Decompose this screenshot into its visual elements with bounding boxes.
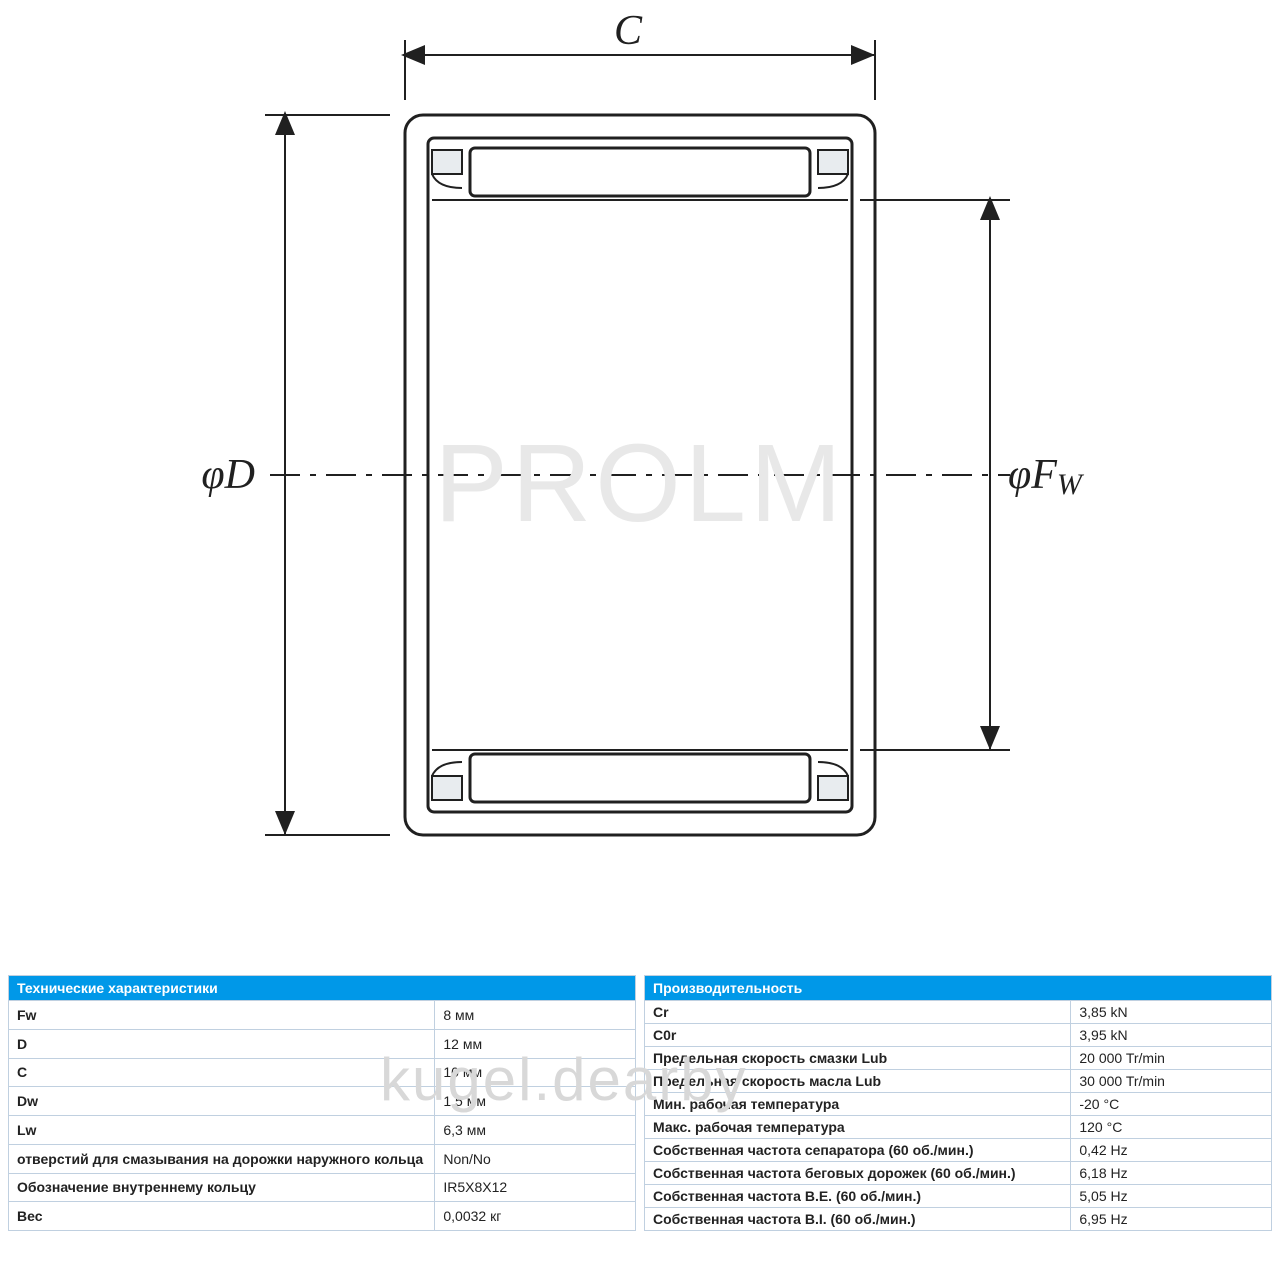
spec-label: Lw xyxy=(9,1116,435,1145)
spec-label: Fw xyxy=(9,1001,435,1030)
table-row: Собственная частота B.I. (60 об./мин.)6,… xyxy=(645,1208,1272,1231)
spec-tables: Технические характеристики Fw8 ммD12 ммC… xyxy=(8,975,1272,1231)
table-row: Собственная частота сепаратора (60 об./м… xyxy=(645,1139,1272,1162)
dim-label-c: C xyxy=(614,8,643,54)
dim-label-d: φD xyxy=(201,452,255,498)
spec-label: отверстий для смазывания на дорожки нару… xyxy=(9,1144,435,1173)
table-row: C0r3,95 kN xyxy=(645,1024,1272,1047)
spec-value: 8 мм xyxy=(435,1001,636,1030)
spec-value: 5,05 Hz xyxy=(1071,1185,1272,1208)
spec-label: Собственная частота сепаратора (60 об./м… xyxy=(645,1139,1071,1162)
table-row: Fw8 мм xyxy=(9,1001,636,1030)
table-left-title: Технические характеристики xyxy=(9,976,636,1001)
spec-label: Вес xyxy=(9,1202,435,1231)
table-row: отверстий для смазывания на дорожки нару… xyxy=(9,1144,636,1173)
spec-label: C xyxy=(9,1058,435,1087)
spec-value: 6,95 Hz xyxy=(1071,1208,1272,1231)
spec-value: 30 000 Tr/min xyxy=(1071,1070,1272,1093)
table-right-title: Производительность xyxy=(645,976,1272,1001)
table-row: Макс. рабочая температура120 °C xyxy=(645,1116,1272,1139)
spec-value: 20 000 Tr/min xyxy=(1071,1047,1272,1070)
technical-diagram: C φD φFW xyxy=(0,0,1280,900)
spec-label: Cr xyxy=(645,1001,1071,1024)
spec-label: D xyxy=(9,1029,435,1058)
spec-label: Собственная частота беговых дорожек (60 … xyxy=(645,1162,1071,1185)
table-row: Собственная частота беговых дорожек (60 … xyxy=(645,1162,1272,1185)
spec-value: 0,42 Hz xyxy=(1071,1139,1272,1162)
spec-value: 12 мм xyxy=(435,1029,636,1058)
spec-label: Собственная частота B.E. (60 об./мин.) xyxy=(645,1185,1071,1208)
spec-label: C0r xyxy=(645,1024,1071,1047)
spec-value: 3,95 kN xyxy=(1071,1024,1272,1047)
table-performance: Производительность Cr3,85 kNC0r3,95 kNПр… xyxy=(644,975,1272,1231)
spec-label: Собственная частота B.I. (60 об./мин.) xyxy=(645,1208,1071,1231)
spec-label: Предельная скорость масла Lub xyxy=(645,1070,1071,1093)
table-row: Вес0,0032 кг xyxy=(9,1202,636,1231)
table-row: Собственная частота B.E. (60 об./мин.)5,… xyxy=(645,1185,1272,1208)
table-row: D12 мм xyxy=(9,1029,636,1058)
table-row: Мин. рабочая температура-20 °C xyxy=(645,1093,1272,1116)
table-tech-specs: Технические характеристики Fw8 ммD12 ммC… xyxy=(8,975,636,1231)
spec-label: Предельная скорость смазки Lub xyxy=(645,1047,1071,1070)
table-row: Dw1,5 мм xyxy=(9,1087,636,1116)
spec-label: Мин. рабочая температура xyxy=(645,1093,1071,1116)
spec-value: 1,5 мм xyxy=(435,1087,636,1116)
spec-value: 6,18 Hz xyxy=(1071,1162,1272,1185)
table-row: C10 мм xyxy=(9,1058,636,1087)
spec-value: 0,0032 кг xyxy=(435,1202,636,1231)
spec-value: 10 мм xyxy=(435,1058,636,1087)
table-row: Предельная скорость масла Lub30 000 Tr/m… xyxy=(645,1070,1272,1093)
dim-label-fw: φFW xyxy=(1008,452,1085,501)
table-row: Обозначение внутреннему кольцуIR5X8X12 xyxy=(9,1173,636,1202)
table-row: Cr3,85 kN xyxy=(645,1001,1272,1024)
spec-value: -20 °C xyxy=(1071,1093,1272,1116)
table-row: Lw6,3 мм xyxy=(9,1116,636,1145)
spec-value: 120 °C xyxy=(1071,1116,1272,1139)
spec-label: Обозначение внутреннему кольцу xyxy=(9,1173,435,1202)
spec-value: IR5X8X12 xyxy=(435,1173,636,1202)
spec-value: Non/No xyxy=(435,1144,636,1173)
table-row: Предельная скорость смазки Lub20 000 Tr/… xyxy=(645,1047,1272,1070)
spec-label: Dw xyxy=(9,1087,435,1116)
spec-label: Макс. рабочая температура xyxy=(645,1116,1071,1139)
spec-value: 6,3 мм xyxy=(435,1116,636,1145)
spec-value: 3,85 kN xyxy=(1071,1001,1272,1024)
